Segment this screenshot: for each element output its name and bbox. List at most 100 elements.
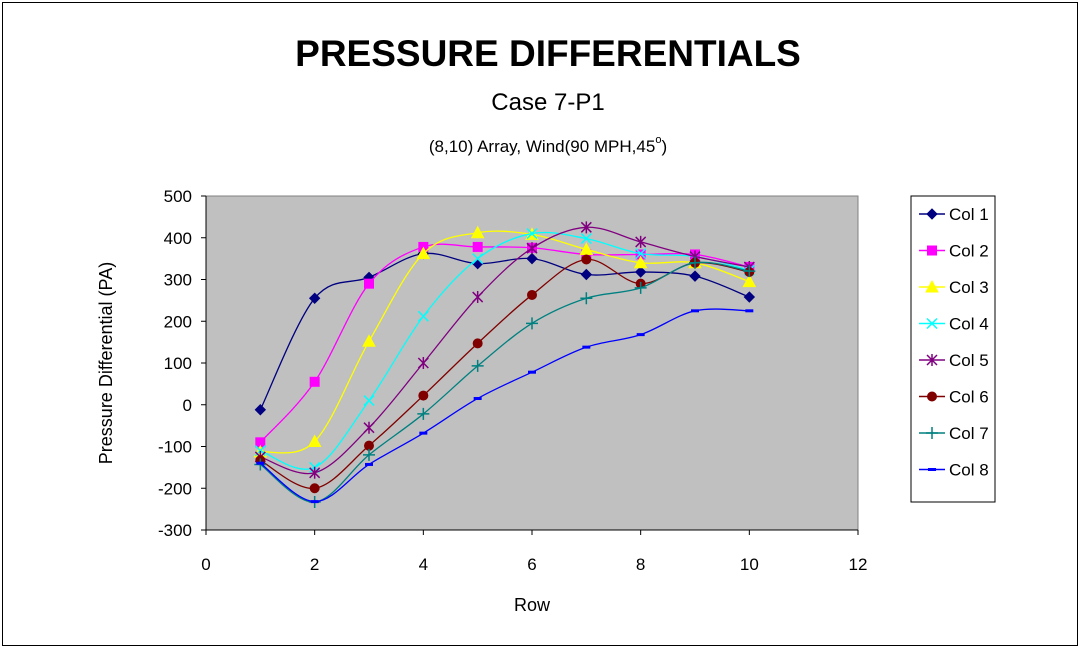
data-point	[309, 376, 320, 387]
data-point	[526, 242, 538, 255]
data-point	[472, 338, 483, 349]
legend-marker	[927, 245, 937, 256]
data-point	[635, 248, 647, 260]
series-5	[254, 221, 755, 479]
data-point	[742, 274, 757, 288]
data-point	[417, 357, 429, 369]
x-tick-label: 4	[419, 555, 428, 574]
legend-item: Col 4	[919, 315, 989, 334]
chart-subsubtitle-main: (8,10) Array, Wind(90 MPH,45	[429, 137, 655, 156]
legend-item: Col 2	[919, 242, 989, 261]
data-point	[526, 317, 538, 330]
legend-marker	[926, 427, 938, 439]
data-point	[743, 265, 756, 278]
data-point	[580, 221, 592, 234]
x-axis-label: Row	[514, 595, 551, 615]
data-point	[689, 270, 701, 282]
series-line	[259, 261, 750, 503]
legend-label: Col 4	[949, 315, 989, 334]
chart-subsubtitle-end: )	[661, 137, 667, 156]
series-8	[256, 308, 754, 504]
data-point	[309, 466, 321, 479]
data-point	[307, 434, 322, 447]
x-tick-label: 2	[310, 555, 319, 574]
legend-item: Col 1	[919, 205, 989, 224]
legend-item: Col 5	[919, 351, 989, 370]
data-point	[417, 407, 430, 420]
data-point	[580, 292, 593, 305]
x-tick-label: 12	[849, 555, 868, 574]
legend-item: Col 7	[919, 424, 989, 443]
legend-marker	[927, 391, 937, 402]
data-point	[633, 255, 648, 269]
y-tick-label: 200	[164, 312, 192, 331]
data-point	[418, 390, 429, 401]
legend-label: Col 2	[949, 242, 989, 261]
data-point	[470, 225, 485, 239]
y-tick-label: 100	[164, 354, 192, 373]
y-tick-label: -200	[158, 479, 192, 498]
data-point	[254, 404, 267, 416]
series-line	[260, 230, 750, 454]
data-point	[363, 448, 375, 461]
data-point	[580, 268, 593, 281]
data-point	[634, 281, 647, 294]
legend-label: Col 3	[949, 278, 989, 297]
legend-marker	[926, 354, 938, 366]
data-point	[581, 254, 592, 265]
data-point	[417, 310, 429, 322]
y-tick-label: 300	[164, 271, 192, 290]
legend-item: Col 8	[919, 461, 989, 480]
data-point	[634, 266, 647, 278]
legend-marker	[925, 279, 939, 293]
data-point	[526, 228, 538, 240]
chart-subtitle: Case 7-P1	[491, 89, 604, 116]
data-point	[743, 291, 756, 303]
y-tick-label: -100	[158, 438, 192, 457]
data-point	[364, 440, 374, 451]
x-tick-label: 8	[636, 555, 645, 574]
series-7	[254, 256, 756, 509]
data-point	[526, 252, 538, 265]
x-tick-label: 6	[527, 555, 536, 574]
series-layer	[253, 221, 757, 509]
y-tick-label: 500	[164, 187, 192, 206]
series-line	[259, 252, 750, 411]
y-axis-label: Pressure Differential (PA)	[96, 262, 116, 464]
chart-subsubtitle: (8,10) Array, Wind(90 MPH,45o)	[429, 134, 667, 156]
legend-label: Col 6	[949, 388, 989, 407]
legend-marker	[926, 208, 938, 220]
data-point	[472, 253, 484, 265]
legend-marker	[926, 317, 938, 330]
legend-label: Col 5	[949, 351, 989, 370]
axis-layer: -300 -200 -100 0 100 200 300 400 500 0 2 4 6 8 10 12	[158, 187, 867, 574]
data-point	[363, 395, 375, 407]
series-line	[259, 243, 750, 443]
data-point	[472, 291, 484, 304]
data-point	[472, 241, 483, 252]
data-point	[416, 246, 431, 260]
series-line	[260, 226, 750, 475]
data-point	[635, 235, 647, 248]
chart-title: PRESSURE DIFFERENTIALS	[295, 33, 801, 74]
legend-label: Col 7	[949, 424, 989, 443]
x-tick-label: 0	[201, 555, 210, 574]
legend-item: Col 6	[919, 388, 989, 407]
legend: Col 1 Col 2 Col 3 Col 4 Col 5 Col 6 Col 7 Col 8	[910, 195, 996, 503]
data-point	[579, 242, 594, 255]
data-point	[580, 233, 592, 245]
legend-item: Col 3	[919, 278, 989, 297]
chart-subsubtitle-sup: o	[655, 134, 661, 146]
legend-label: Col 1	[949, 205, 989, 224]
y-tick-label: 0	[183, 396, 192, 415]
series-3	[253, 225, 757, 458]
legend-box	[910, 195, 996, 503]
legend-label: Col 8	[949, 461, 989, 480]
y-tick-label: 400	[164, 229, 192, 248]
x-tick-label: 10	[740, 555, 759, 574]
data-point	[363, 421, 375, 434]
data-point	[471, 359, 484, 372]
data-point	[689, 256, 701, 269]
